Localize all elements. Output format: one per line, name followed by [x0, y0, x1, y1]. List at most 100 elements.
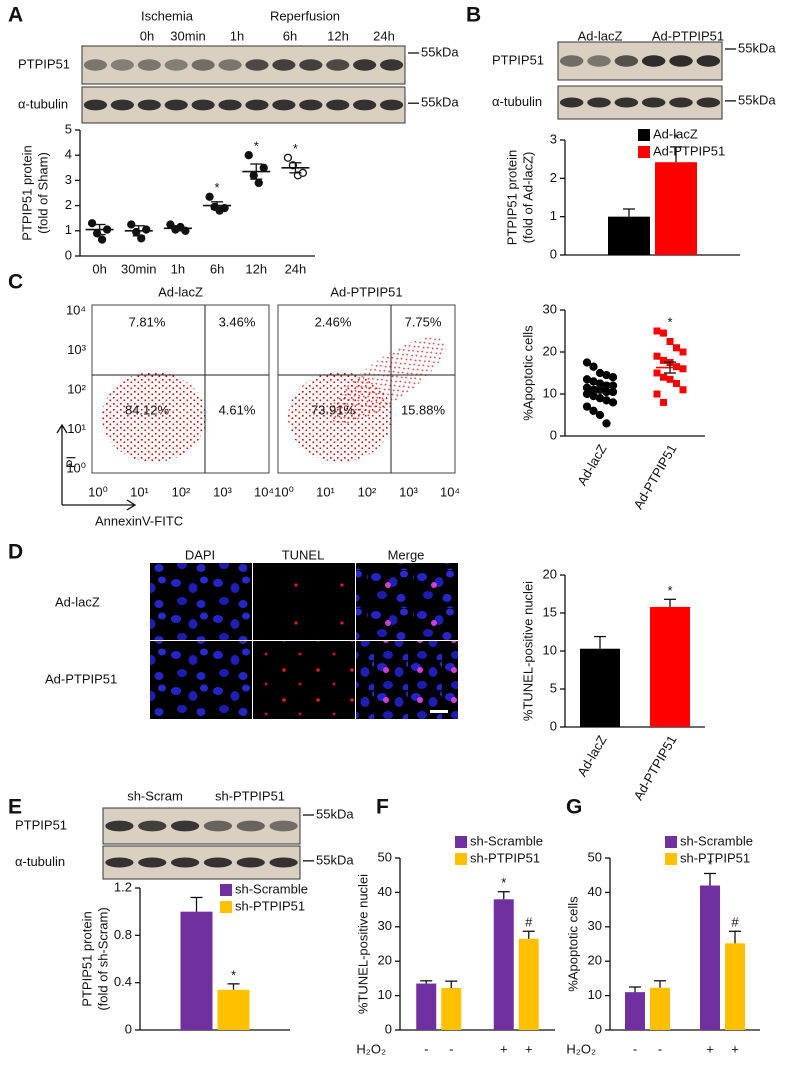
x-tick-label: Ad-lacZ	[574, 733, 609, 779]
data-point	[653, 369, 661, 377]
data-point	[254, 178, 263, 188]
blot-band	[379, 59, 404, 71]
blot-band	[245, 59, 269, 71]
flow-frame	[91, 304, 270, 474]
blot-band	[614, 97, 639, 108]
row-label: Ad-lacZ	[55, 594, 100, 609]
blot-band	[191, 99, 215, 111]
blot-band	[353, 59, 377, 71]
blot-band	[110, 59, 134, 71]
lane-label: 6h	[283, 28, 297, 43]
data-point	[137, 234, 146, 243]
marker-label: 55kDa	[738, 92, 776, 107]
x-tick-label: 10²	[358, 484, 377, 499]
y-axis-label: %Apoptotic cells	[565, 896, 580, 992]
blot-band	[138, 820, 167, 832]
bar	[580, 648, 620, 727]
data-point	[602, 419, 611, 428]
x-tick-label: 0h	[92, 261, 106, 276]
blot-strip	[557, 85, 723, 120]
data-point	[97, 235, 107, 244]
bar	[441, 988, 462, 1030]
panel-letter: C	[8, 271, 23, 294]
scale-bar	[430, 710, 448, 713]
blot-band	[245, 99, 269, 111]
y-tick-label: 10	[543, 642, 557, 657]
blot-band	[83, 59, 108, 71]
y-tick-label: 30	[543, 301, 557, 316]
blot-band	[236, 820, 265, 832]
flow-title: Ad-PTPIP51	[330, 284, 402, 299]
x-tick-label: 10⁴	[440, 484, 460, 499]
data-point	[679, 348, 687, 356]
y-tick-label: 0	[385, 1021, 392, 1036]
bar	[625, 992, 645, 1030]
y-tick-label: 10	[543, 385, 557, 400]
event-cloud	[102, 372, 206, 462]
y-axis-label: (fold of Ad-lacZ)	[520, 152, 535, 244]
data-point	[142, 225, 151, 234]
quadrant-percent: 4.61%	[219, 402, 256, 417]
x-tick-label: Ad-lacZ	[574, 442, 609, 488]
blot-group-label: sh-Scram	[127, 788, 183, 803]
y-tick-label: 40	[588, 884, 602, 899]
quadrant-percent: 2.46%	[315, 314, 352, 329]
y-tick-label: 20	[588, 953, 602, 968]
column-label: DAPI	[185, 547, 215, 562]
y-axis-label: %TUNEL-positive nuclei	[520, 581, 535, 721]
x-tick-label: 10¹	[316, 484, 335, 499]
legend-label: sh-Scramble	[680, 833, 753, 848]
x-tick-label: 10¹	[130, 484, 149, 499]
blot-band	[587, 55, 611, 67]
y-tick-label: 2	[65, 197, 72, 212]
blot-band	[299, 59, 323, 71]
quadrant-percent: 3.46%	[219, 314, 256, 329]
blot-band	[559, 97, 584, 108]
image-dapi	[150, 641, 252, 719]
y-tick-label: 0.4	[114, 974, 132, 989]
legend-swatch	[638, 129, 650, 141]
data-point	[283, 153, 293, 162]
blot-band	[105, 820, 134, 832]
blot-band	[669, 55, 693, 67]
x-tick-label: -	[449, 1041, 453, 1056]
microscopy-panel	[150, 563, 458, 719]
row-label: Ad-PTPIP51	[45, 671, 117, 686]
blot-band	[299, 99, 323, 111]
blot-band	[353, 99, 377, 111]
blot-band	[587, 97, 611, 108]
data-point	[679, 386, 687, 394]
x-axis-label: AnnexinV-FITC	[95, 513, 183, 528]
y-tick-label: 3	[65, 172, 72, 187]
row-label: PTPIP51	[492, 52, 544, 67]
significance-mark: *	[293, 141, 298, 156]
y-tick-label: 20	[378, 953, 392, 968]
y-axis-label: PTPIP51 protein	[19, 145, 34, 240]
axis-arrow	[56, 423, 137, 511]
bar	[608, 216, 650, 255]
data-point	[589, 362, 598, 371]
y-tick-label: 1	[550, 208, 557, 223]
panel-letter: D	[8, 541, 23, 564]
blot-band	[164, 59, 188, 71]
column-label: TUNEL	[282, 547, 325, 562]
y-tick-label: 10⁴	[66, 302, 86, 317]
y-tick-label: 50	[378, 849, 392, 864]
bar	[180, 911, 213, 1030]
x-tick-label: 30min	[121, 261, 156, 276]
row-label: α-tubulin	[18, 96, 68, 111]
marker-label: 55kDa	[738, 40, 776, 55]
x-tick-label: 10⁰	[88, 484, 108, 499]
blot-group-label: Ischemia	[141, 8, 194, 23]
blot-band	[191, 59, 215, 71]
y-tick-label: 0	[595, 1021, 602, 1036]
x-tick-label: -	[424, 1041, 428, 1056]
legend-swatch	[220, 901, 232, 913]
x-tick-label: +	[731, 1041, 739, 1056]
significance-mark: *	[215, 180, 220, 195]
x-tick-label: 10³	[399, 484, 418, 499]
flow-title: Ad-lacZ	[158, 284, 203, 299]
blot-band	[203, 820, 233, 832]
y-tick-label: 2	[550, 170, 557, 185]
marker-label: 55kDa	[421, 44, 459, 59]
